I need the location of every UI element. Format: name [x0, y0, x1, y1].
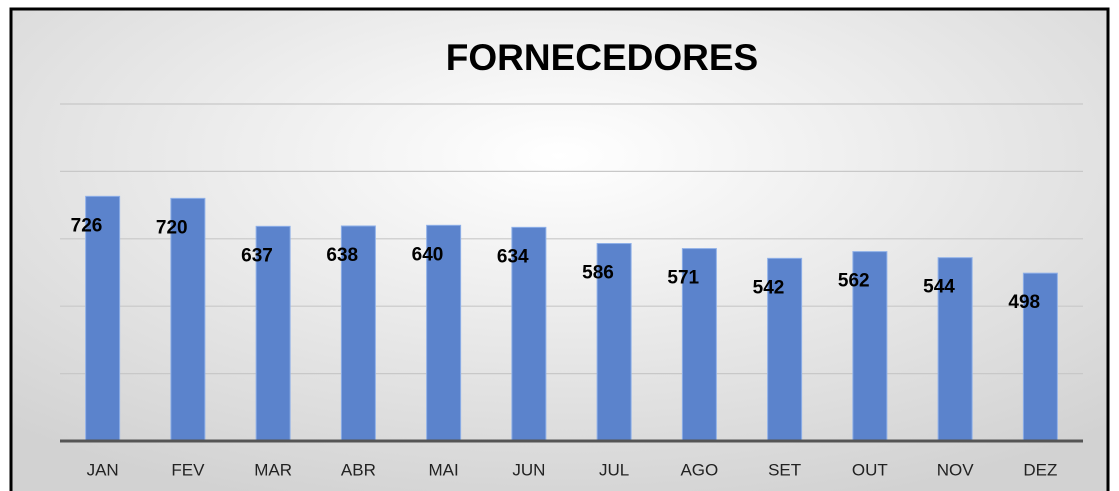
bar: [85, 195, 121, 442]
bar: [170, 197, 206, 442]
x-tick-label: MAI: [429, 460, 459, 479]
data-label: 542: [753, 277, 785, 298]
data-label: 562: [838, 271, 870, 292]
x-tick-label: JAN: [87, 460, 119, 479]
bar: [681, 248, 717, 442]
bar: [937, 257, 973, 442]
bar: [767, 257, 803, 442]
bar: [596, 243, 632, 442]
data-label: 544: [923, 277, 955, 298]
data-label: 586: [582, 263, 614, 284]
data-label: 720: [156, 217, 188, 238]
bar: [852, 251, 888, 442]
data-label: 637: [241, 245, 273, 266]
chart-title: FORNECEDORES: [446, 37, 758, 78]
bar: [340, 225, 376, 442]
x-tick-label: JUL: [599, 460, 629, 479]
data-label: 634: [497, 246, 529, 267]
data-label: 726: [71, 215, 103, 236]
x-tick-label: SET: [768, 460, 801, 479]
bar: [426, 224, 462, 442]
bar: [511, 226, 547, 442]
x-tick-label: MAR: [254, 460, 292, 479]
x-tick-label: DEZ: [1023, 460, 1057, 479]
x-tick-label: NOV: [937, 460, 975, 479]
data-label: 640: [412, 244, 444, 265]
data-label: 638: [326, 245, 358, 266]
data-label: 571: [667, 268, 699, 289]
x-tick-label: ABR: [341, 460, 376, 479]
bar: [1022, 272, 1058, 442]
data-label: 498: [1008, 292, 1040, 313]
x-tick-label: JUN: [512, 460, 545, 479]
x-tick-label: OUT: [852, 460, 888, 479]
x-tick-label: FEV: [171, 460, 205, 479]
x-tick-label: AGO: [680, 460, 718, 479]
